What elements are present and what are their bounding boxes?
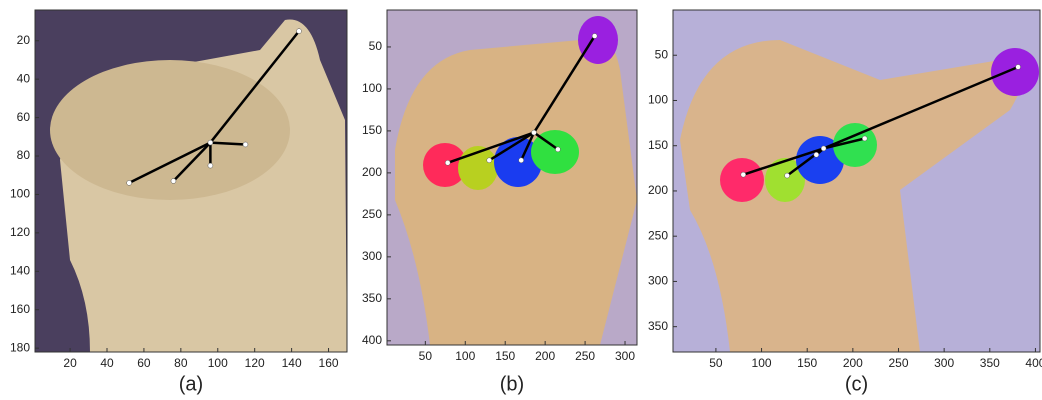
y-tick-label: 180 [10,340,30,354]
y-tick-label: 300 [362,249,382,263]
x-tick-label: 140 [282,356,302,370]
x-tick-label: 300 [934,356,954,370]
y-tick-label: 200 [362,165,382,179]
x-tick-label: 150 [797,356,817,370]
joint-point [297,29,302,34]
y-tick-label: 50 [655,47,669,61]
x-tick-label: 250 [575,349,595,363]
x-tick-label: 160 [319,356,339,370]
panel-caption: (b) [500,373,524,395]
figure: 20 40 60 80 100 120 140 160 20 40 60 80 100 120 140 160… [0,0,1042,400]
joint-point [171,179,176,184]
x-tick-label: 50 [709,356,723,370]
joint-point [1016,65,1021,70]
joint-point [821,146,826,151]
y-tick-label: 100 [10,187,30,201]
x-tick-label: 300 [615,349,635,363]
y-tick-label: 300 [648,274,668,288]
x-tick-label: 250 [888,356,908,370]
photo-a [35,10,347,352]
x-tick-label: 100 [455,349,475,363]
panel-caption: (a) [179,373,203,395]
joint-point [862,136,867,141]
joint-point [592,34,597,39]
joint-point [741,172,746,177]
photo-b [387,10,637,345]
photo-c [673,10,1040,352]
joint-point [487,158,492,163]
x-tick-label: 350 [980,356,1000,370]
joint-point [243,142,248,147]
joint-point [208,163,213,168]
x-tick-label: 50 [419,349,433,363]
x-tick-label: 40 [100,356,114,370]
y-tick-label: 400 [362,333,382,347]
y-tick-label: 350 [362,291,382,305]
x-tick-label: 20 [63,356,77,370]
x-tick-label: 200 [535,349,555,363]
x-tick-label: 400 [1025,356,1042,370]
x-tick-label: 200 [843,356,863,370]
joint-point [445,160,450,165]
joint-point [208,140,213,145]
y-tick-label: 60 [17,110,31,124]
y-tick-label: 80 [17,148,31,162]
panel-caption: (c) [845,373,868,395]
y-tick-label: 160 [10,302,30,316]
y-tick-label: 200 [648,183,668,197]
joint-point [814,152,819,157]
y-tick-label: 40 [17,71,31,85]
y-tick-label: 120 [10,225,30,239]
x-tick-label: 150 [495,349,515,363]
y-tick-label: 150 [362,123,382,137]
y-tick-label: 350 [648,319,668,333]
y-tick-label: 20 [17,33,31,47]
y-tick-label: 250 [362,207,382,221]
x-tick-label: 100 [752,356,772,370]
joint-point [531,130,536,135]
joint-point [127,180,132,185]
x-tick-label: 80 [174,356,188,370]
y-tick-label: 100 [648,93,668,107]
y-tick-label: 50 [369,39,383,53]
joint-point [785,173,790,178]
y-tick-label: 150 [648,138,668,152]
joint-point [519,158,524,163]
x-tick-label: 100 [208,356,228,370]
joint-point [555,147,560,152]
y-tick-label: 140 [10,263,30,277]
y-tick-label: 100 [362,81,382,95]
x-tick-label: 60 [137,356,151,370]
x-tick-label: 120 [245,356,265,370]
y-tick-label: 250 [648,228,668,242]
